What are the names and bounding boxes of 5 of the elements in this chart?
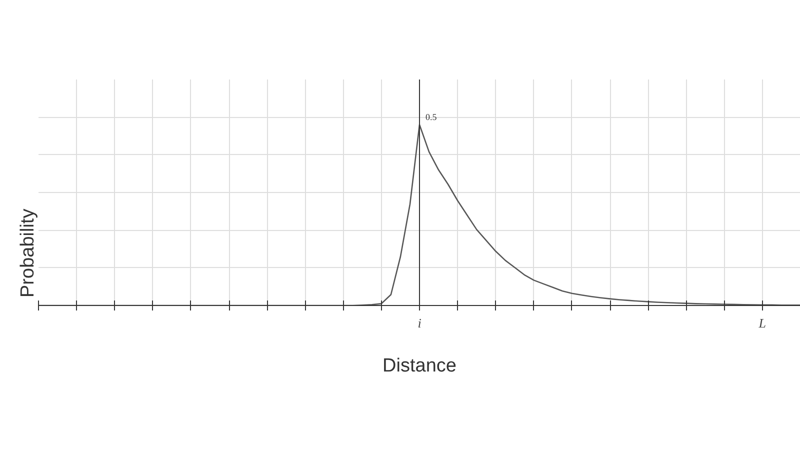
x-axis-title: Distance xyxy=(382,356,456,376)
y-axis-title: Probability xyxy=(18,208,38,298)
x-tick-label: L xyxy=(758,316,766,330)
text: 0.5 xyxy=(426,112,438,122)
x-tick-label: i xyxy=(418,316,422,330)
